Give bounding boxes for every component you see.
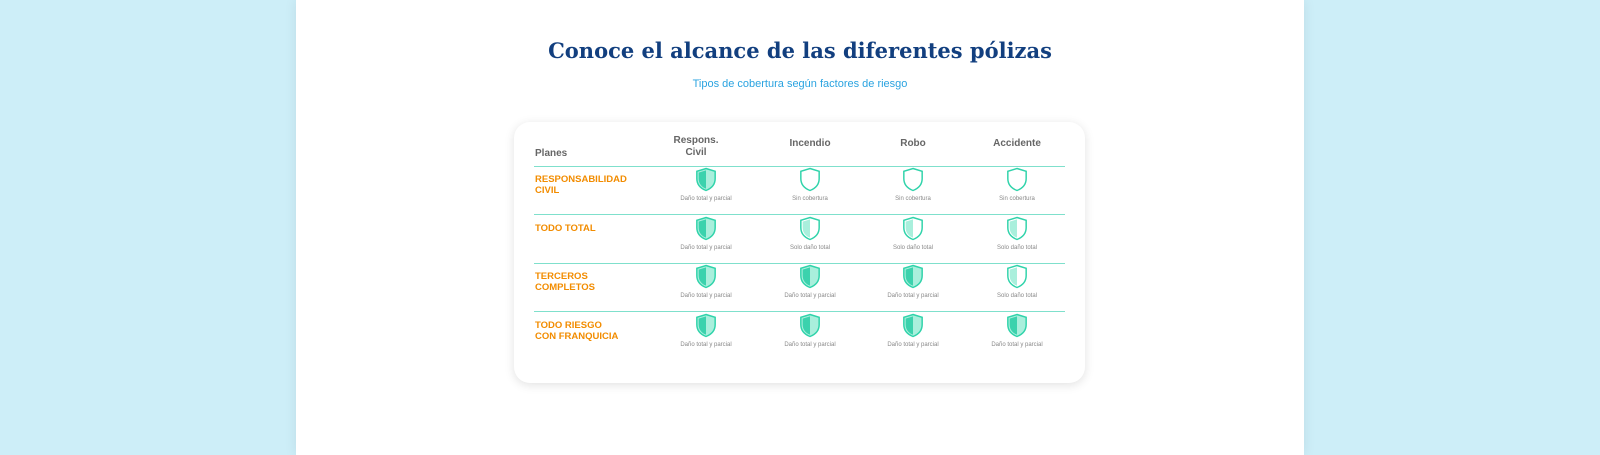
coverage-cell: Solo daño total (972, 264, 1062, 299)
shield-icon (695, 313, 717, 338)
coverage-cell: Sin cobertura (972, 167, 1062, 202)
coverage-label: Daño total y parcial (680, 244, 732, 251)
coverage-label: Daño total y parcial (784, 341, 836, 348)
coverage-cell: Solo daño total (972, 216, 1062, 251)
coverage-table: Planes Respons. Civil Incendio Robo Acci… (514, 122, 1085, 383)
coverage-cell: Daño total y parcial (661, 313, 751, 348)
header-cell: Accidente (993, 138, 1041, 149)
coverage-label: Daño total y parcial (680, 293, 732, 299)
shield-icon (902, 167, 924, 192)
shield-icon (1006, 313, 1028, 338)
title: Conoce el alcance de las diferentes póli… (548, 38, 1052, 63)
plan-name: TODO TOTAL (535, 222, 596, 234)
coverage-label: Solo daño total (789, 244, 831, 251)
coverage-label: Sin cobertura (792, 196, 828, 202)
coverage-label: Daño total y parcial (991, 341, 1043, 348)
shield-icon (902, 313, 924, 338)
shield-icon (695, 264, 717, 289)
coverage-cell: Daño total y parcial (868, 313, 958, 348)
coverage-cell: Daño total y parcial (972, 313, 1062, 348)
plan-name: TODO RIESGO CON FRANQUICIA (535, 319, 619, 342)
shield-icon (1006, 264, 1028, 289)
coverage-label: Daño total y parcial (680, 196, 732, 202)
shield-icon (1006, 167, 1028, 192)
shield-icon (799, 167, 821, 192)
shield-icon (799, 264, 821, 289)
shield-icon (695, 167, 717, 192)
header-cell: Robo (900, 138, 926, 149)
coverage-label: Sin cobertura (895, 196, 931, 202)
coverage-label: Daño total y parcial (680, 341, 732, 348)
coverage-cell: Daño total y parcial (661, 264, 751, 299)
coverage-cell: Sin cobertura (868, 167, 958, 202)
shield-icon (799, 216, 821, 241)
header-cell: Incendio (789, 138, 831, 149)
coverage-cell: Solo daño total (868, 216, 958, 251)
shield-icon (902, 264, 924, 289)
coverage-cell: Daño total y parcial (765, 313, 855, 348)
shield-icon (902, 216, 924, 241)
coverage-cell: Solo daño total (765, 216, 855, 251)
coverage-label: Solo daño total (892, 244, 934, 251)
divider (534, 214, 1065, 215)
subtitle: Tipos de cobertura según factores de rie… (692, 78, 908, 90)
coverage-label: Daño total y parcial (887, 341, 939, 348)
coverage-label: Solo daño total (996, 293, 1038, 299)
divider (534, 311, 1065, 312)
coverage-cell: Daño total y parcial (868, 264, 958, 299)
coverage-label: Solo daño total (996, 244, 1038, 251)
plan-name: RESPONSABILIDAD CIVIL (535, 174, 627, 196)
shield-icon (695, 216, 717, 241)
coverage-label: Sin cobertura (999, 196, 1035, 202)
divider (534, 263, 1065, 264)
shield-icon (1006, 216, 1028, 241)
coverage-label: Daño total y parcial (887, 293, 939, 299)
coverage-cell: Sin cobertura (765, 167, 855, 202)
divider (534, 166, 1065, 167)
coverage-cell: Daño total y parcial (661, 216, 751, 251)
shield-icon (799, 313, 821, 338)
plan-name: TERCEROS COMPLETOS (535, 271, 595, 293)
header-cell: Planes (535, 148, 568, 159)
coverage-cell: Daño total y parcial (661, 167, 751, 202)
header-cell: Respons. Civil (673, 135, 719, 158)
coverage-cell: Daño total y parcial (765, 264, 855, 299)
coverage-label: Daño total y parcial (784, 293, 836, 299)
